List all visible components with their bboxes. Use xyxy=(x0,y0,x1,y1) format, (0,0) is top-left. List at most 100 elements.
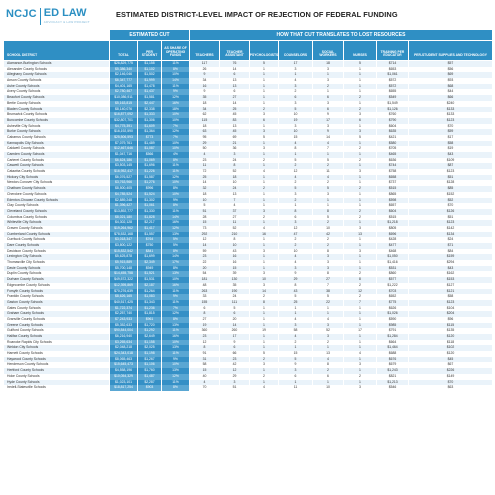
cell-psychologists: 2 xyxy=(250,157,278,164)
cell-counselors: 8 xyxy=(279,146,312,152)
cell-counselors: 15 xyxy=(279,134,312,141)
table-row: Gates County Schools $1,722,374 $1,236 7% 6 5… xyxy=(4,305,492,312)
cell-training-per-educator: $515 xyxy=(377,186,408,192)
cell-social-workers: 3 xyxy=(313,254,343,261)
cell-nurses: 3 xyxy=(344,362,376,369)
cell-school-district: Lexington City Schools xyxy=(4,254,109,261)
cell-psychologists: 4 xyxy=(250,225,278,232)
cell-counselors: 2 xyxy=(279,163,312,170)
cell-training-per-educator: $860 xyxy=(377,271,408,278)
cell-teacher-assistant: 6 xyxy=(220,72,249,79)
cell-teachers: 115 xyxy=(190,117,219,124)
cell-supplies-technology: $58 xyxy=(409,140,492,147)
cell-supplies-technology: $152 xyxy=(409,191,492,198)
cell-per-student: $2,287 xyxy=(138,379,161,386)
cell-school-district: Camden County Schools xyxy=(4,152,109,158)
cell-total: $6,216,940 xyxy=(110,334,137,340)
cell-school-district: Duplin County Schools xyxy=(4,271,109,278)
cell-nurses: 2 xyxy=(344,208,376,215)
cell-counselors: 3 xyxy=(279,66,312,73)
cell-per-student: $2,187 xyxy=(138,282,161,289)
cell-psychologists: 2 xyxy=(250,214,278,221)
cell-training-per-educator: $790 xyxy=(377,117,408,124)
cell-counselors: 3 xyxy=(279,100,312,107)
cell-nurses: 2 xyxy=(344,294,376,300)
table-row: Caswell County Schools $3,503,145 $1,696 11… xyxy=(4,163,492,170)
column-header-school-district: SCHOOL DISTRICT xyxy=(4,41,109,60)
cell-nurses: 5 xyxy=(344,134,376,141)
cell-per-student: $1,524 xyxy=(138,191,161,198)
cell-teachers: 29 xyxy=(190,140,219,147)
cell-nurses: 1 xyxy=(344,316,376,323)
cell-counselors: 4 xyxy=(279,334,312,340)
cell-teacher-assistant: 24 xyxy=(220,157,249,164)
table-row: Avery County Schools $2,780,467 $1,437 9% 9 6… xyxy=(4,89,492,96)
cell-teacher-assistant: 190 xyxy=(220,288,249,295)
cell-nurses: 1 xyxy=(344,180,376,187)
table-body: Alamance-Burlington Schools $26,829,775 $1… xyxy=(4,61,492,391)
cell-supplies-technology: $294 xyxy=(409,260,492,266)
cell-school-district: Davidson County Schools xyxy=(4,248,109,255)
cell-psychologists: 6 xyxy=(250,117,278,124)
cell-psychologists: 1 xyxy=(250,334,278,340)
cell-teacher-assistant: 13 xyxy=(220,123,249,130)
cell-school-district: Haywood County Schools xyxy=(4,356,109,363)
cell-supplies-technology: $71 xyxy=(409,243,492,249)
cell-supplies-technology: $87 xyxy=(409,163,492,170)
cell-psychologists: 3 xyxy=(250,112,278,118)
cell-teacher-assistant: 14 xyxy=(220,322,249,329)
cell-psychologists: 1 xyxy=(250,339,278,346)
logo-divider xyxy=(39,8,41,25)
cell-school-district: Harnett County Schools xyxy=(4,351,109,357)
cell-school-district: Durham County Schools xyxy=(4,277,109,283)
cell-nurses: 1 xyxy=(344,163,376,170)
table-row: Buncombe County Schools $32,807,701 $1,306… xyxy=(4,117,492,124)
cell-per-student: $2,338 xyxy=(138,106,161,113)
cell-per-student: $1,696 xyxy=(138,163,161,170)
cell-psychologists: 1 xyxy=(250,260,278,266)
cell-teachers: 4 xyxy=(190,152,219,158)
cell-per-student: $903 xyxy=(138,385,161,391)
cell-school-district: Whiteville City Schools xyxy=(4,220,109,226)
cell-per-student: $1,609 xyxy=(138,123,161,130)
cell-teachers: 25 xyxy=(190,174,219,181)
cell-share-operating-funds: 14% xyxy=(162,254,189,261)
table-row: Alleghany County Schools $2,146,046 $1,502… xyxy=(4,72,492,79)
cell-nurses: 1 xyxy=(344,260,376,266)
table-row: Chatham County Schools $8,500,405 $996 8% 32… xyxy=(4,186,492,192)
cell-per-student: $1,106 xyxy=(138,362,161,369)
cell-total: $15,645,473 xyxy=(110,362,137,369)
cell-teacher-assistant: 45 xyxy=(220,129,249,135)
cell-psychologists: 3 xyxy=(250,282,278,289)
table-row: Iredell-Statesville Schools $18,817,254 $9… xyxy=(4,385,492,391)
cell-teacher-assistant: 39 xyxy=(220,271,249,278)
cell-counselors: 2 xyxy=(279,243,312,249)
cell-nurses: 2 xyxy=(344,95,376,101)
cell-social-workers: 3 xyxy=(313,260,343,266)
cell-training-per-educator: $703 xyxy=(377,288,408,295)
cell-nurses: 1 xyxy=(344,243,376,249)
cell-psychologists: 1 xyxy=(250,89,278,96)
table-row: Carteret County Schools $6,624,186 $1,069 8… xyxy=(4,157,492,164)
cell-supplies-technology: $162 xyxy=(409,271,492,278)
table-row: Lexington City Schools $5,625,878 $1,699 14… xyxy=(4,254,492,261)
cell-school-district: Graham County Schools xyxy=(4,311,109,317)
cell-total: $2,257,740 xyxy=(110,311,137,317)
cell-per-student: $1,061 xyxy=(138,203,161,209)
cell-psychologists: 1 xyxy=(250,163,278,170)
cell-teacher-assistant: 4 xyxy=(220,203,249,209)
table-row: Beaufort County Schools $10,086,911 $1,581… xyxy=(4,95,492,101)
cell-social-workers: 1 xyxy=(313,345,343,352)
cell-supplies-technology: $118 xyxy=(409,339,492,346)
cell-training-per-educator: $760 xyxy=(377,112,408,118)
table-row: Henderson County Schools $15,645,473 $1,10… xyxy=(4,362,492,369)
cell-supplies-technology: $70 xyxy=(409,203,492,209)
cell-per-student: $764 xyxy=(138,237,161,243)
cell-total: $5,386,340 xyxy=(110,66,137,73)
cell-supplies-technology: $43 xyxy=(409,152,492,158)
cell-teacher-assistant: 3 xyxy=(220,152,249,158)
table-row: Cherokee County Schools $4,785,524 $1,524 1… xyxy=(4,191,492,198)
cell-supplies-technology: $70 xyxy=(409,123,492,130)
cell-teachers: 16 xyxy=(190,83,219,90)
